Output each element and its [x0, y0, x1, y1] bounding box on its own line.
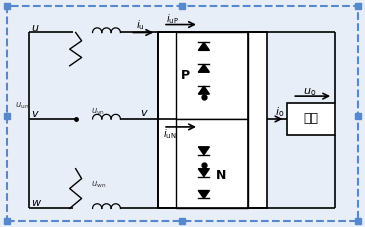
Text: $i_{\rm uN}$: $i_{\rm uN}$ — [163, 127, 177, 141]
Text: $i_{\rm o}$: $i_{\rm o}$ — [276, 105, 285, 119]
Text: $u_{\rm wn}$: $u_{\rm wn}$ — [91, 180, 106, 190]
Polygon shape — [198, 190, 210, 198]
Text: $v$: $v$ — [140, 108, 149, 118]
Polygon shape — [198, 42, 210, 50]
Bar — [158, 32, 268, 208]
Text: $u_{\rm vn}$: $u_{\rm vn}$ — [91, 106, 104, 116]
Text: $w$: $w$ — [31, 198, 42, 208]
Polygon shape — [198, 147, 210, 155]
Bar — [176, 119, 247, 208]
Text: $u_{\rm o}$: $u_{\rm o}$ — [303, 86, 316, 98]
Text: $v$: $v$ — [31, 109, 40, 119]
Bar — [176, 32, 247, 119]
Text: N: N — [216, 169, 226, 182]
Text: P: P — [181, 69, 190, 82]
Bar — [287, 103, 335, 135]
Text: 负载: 负载 — [304, 112, 319, 126]
Text: $u_{\rm un}$: $u_{\rm un}$ — [15, 100, 29, 111]
Text: $i_{\rm u}$: $i_{\rm u}$ — [136, 19, 145, 32]
Text: $u$: $u$ — [31, 22, 39, 32]
Polygon shape — [198, 86, 210, 94]
Polygon shape — [198, 169, 210, 177]
Polygon shape — [198, 64, 210, 72]
Text: $i_{\rm uP}$: $i_{\rm uP}$ — [166, 12, 179, 26]
